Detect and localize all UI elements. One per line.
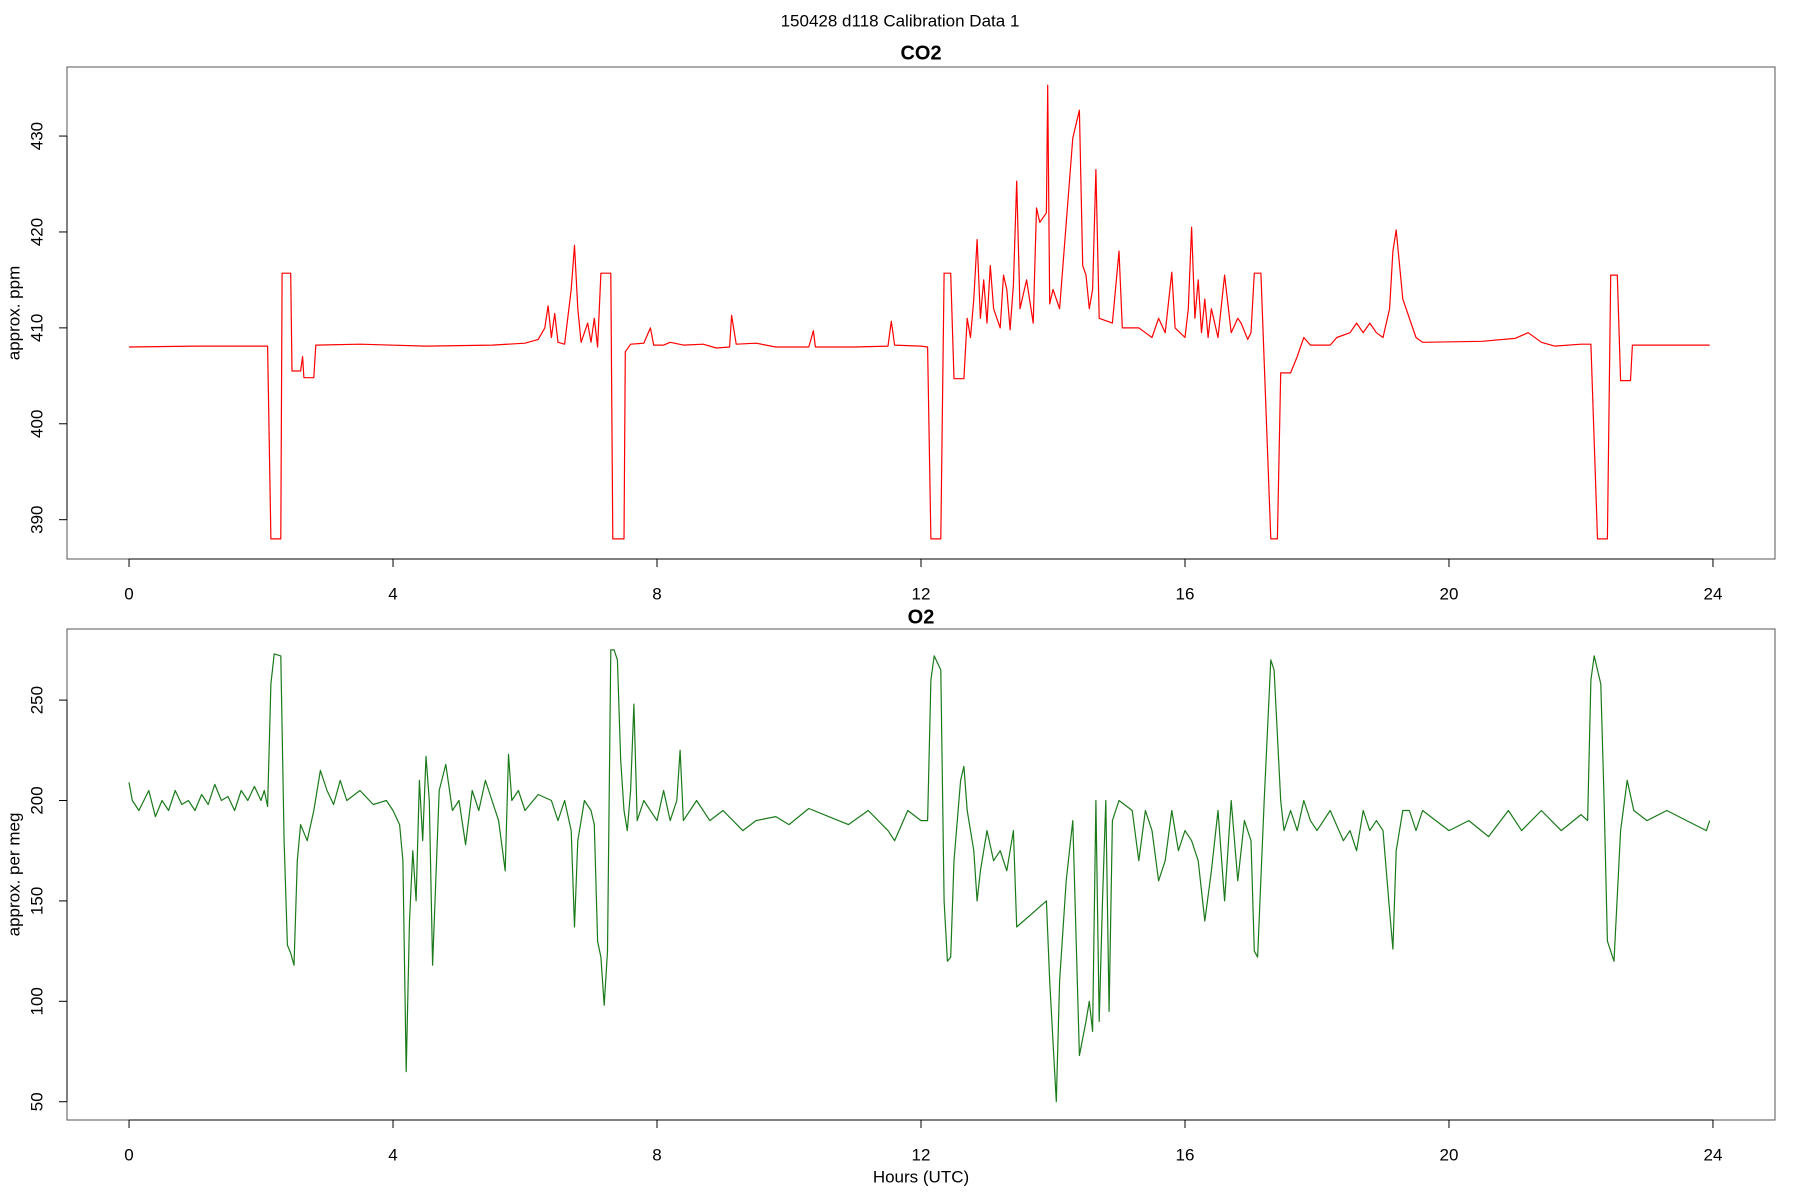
data-line bbox=[128, 649, 1711, 1103]
panel-title: O2 bbox=[908, 606, 935, 628]
panel-title: CO2 bbox=[900, 42, 941, 64]
x-tick-label: 4 bbox=[388, 1145, 397, 1164]
x-tick-label: 12 bbox=[912, 1145, 931, 1164]
x-tick-label: 20 bbox=[1440, 584, 1459, 603]
y-tick-label: 150 bbox=[27, 887, 46, 915]
x-tick-label: 24 bbox=[1704, 584, 1723, 603]
y-tick-label: 50 bbox=[27, 1092, 46, 1111]
y-tick-label: 400 bbox=[27, 410, 46, 438]
y-tick-label: 430 bbox=[27, 122, 46, 150]
x-tick-label: 16 bbox=[1176, 1145, 1195, 1164]
x-tick-label: 8 bbox=[652, 1145, 661, 1164]
x-tick-label: 20 bbox=[1440, 1145, 1459, 1164]
y-tick-label: 250 bbox=[27, 686, 46, 714]
y-tick-label: 420 bbox=[27, 218, 46, 246]
x-axis-label: Hours (UTC) bbox=[873, 1167, 969, 1186]
x-tick-label: 12 bbox=[912, 584, 931, 603]
x-tick-label: 0 bbox=[124, 1145, 133, 1164]
figure-title: 150428 d118 Calibration Data 1 bbox=[781, 11, 1020, 30]
y-tick-label: 390 bbox=[27, 505, 46, 533]
y-axis-label: approx. ppm bbox=[4, 266, 23, 361]
x-tick-label: 0 bbox=[124, 584, 133, 603]
y-tick-label: 410 bbox=[27, 314, 46, 342]
x-tick-label: 4 bbox=[388, 584, 397, 603]
y-tick-label: 200 bbox=[27, 786, 46, 814]
data-line bbox=[128, 84, 1710, 540]
y-axis-label: approx. per meg bbox=[4, 813, 23, 937]
x-tick-label: 16 bbox=[1176, 584, 1195, 603]
x-tick-label: 24 bbox=[1704, 1145, 1723, 1164]
y-tick-label: 100 bbox=[27, 987, 46, 1015]
x-tick-label: 8 bbox=[652, 584, 661, 603]
